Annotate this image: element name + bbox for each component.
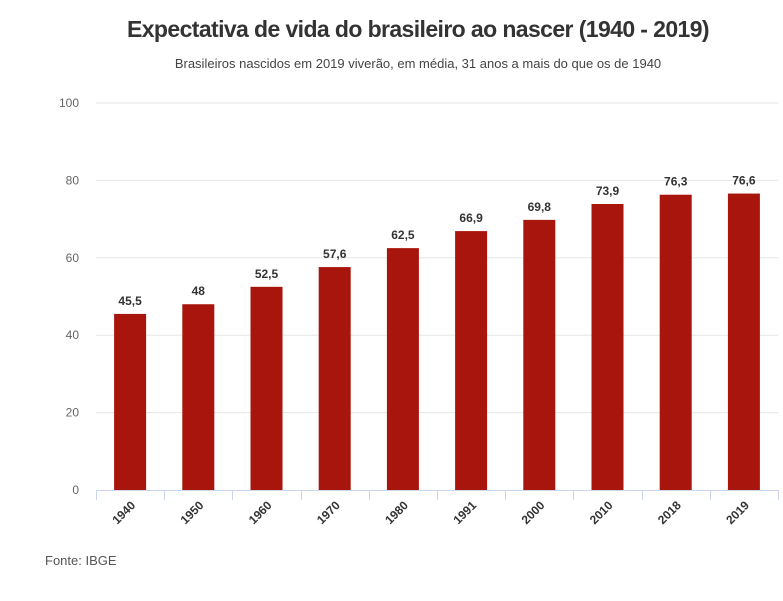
data-label: 66,9: [459, 211, 483, 225]
data-label: 48: [192, 284, 206, 298]
y-tick-label: 80: [66, 173, 80, 187]
data-label: 73,9: [596, 184, 620, 198]
bar: [523, 219, 556, 490]
y-axis-ticks: 0 20 40 60 80 100: [59, 96, 79, 497]
data-label: 76,6: [732, 174, 756, 188]
x-tick-label: 1960: [246, 498, 275, 527]
bar: [250, 286, 283, 490]
data-label: 69,8: [528, 200, 552, 214]
x-tick-label: 2000: [519, 498, 548, 527]
bar: [455, 231, 488, 491]
chart-title: Expectativa de vida do brasileiro ao nas…: [127, 16, 710, 42]
y-tick-label: 100: [59, 96, 79, 110]
x-tick-label: 2010: [587, 498, 616, 527]
bar: [727, 193, 760, 491]
bar: [659, 194, 692, 490]
chart-subtitle: Brasileiros nascidos em 2019 viverão, em…: [174, 56, 662, 71]
y-tick-label: 40: [66, 328, 80, 342]
x-tick-label: 1950: [178, 498, 207, 527]
y-tick-label: 20: [66, 406, 80, 420]
bar: [386, 248, 419, 490]
data-label: 45,5: [118, 294, 142, 308]
bar: [591, 204, 624, 490]
data-label: 57,6: [323, 247, 347, 261]
bar: [114, 313, 147, 490]
x-tick-label: 2018: [655, 498, 684, 527]
y-tick-label: 60: [66, 251, 80, 265]
x-axis-labels: 1940 1950 1960 1970 1980 1991 2000 2010 2018 2019: [109, 498, 752, 527]
x-tick-label: 1970: [314, 498, 343, 527]
x-axis: [96, 490, 779, 500]
y-tick-label: 0: [72, 483, 79, 497]
x-tick-label: 1980: [382, 498, 411, 527]
x-tick-label: 2019: [723, 498, 752, 527]
x-tick-label: 1940: [109, 498, 138, 527]
source-note: Fonte: IBGE: [45, 553, 117, 568]
data-label: 52,5: [255, 267, 279, 281]
x-tick-label: 1991: [450, 498, 479, 527]
data-label: 76,3: [664, 175, 688, 189]
bar: [182, 304, 215, 490]
data-label: 62,5: [391, 228, 415, 242]
data-labels: 45,5 48 52,5 57,6 62,5 66,9 69,8 73,9 76,3 76,6: [118, 174, 755, 308]
bar: [318, 267, 351, 490]
bars: [114, 193, 760, 491]
